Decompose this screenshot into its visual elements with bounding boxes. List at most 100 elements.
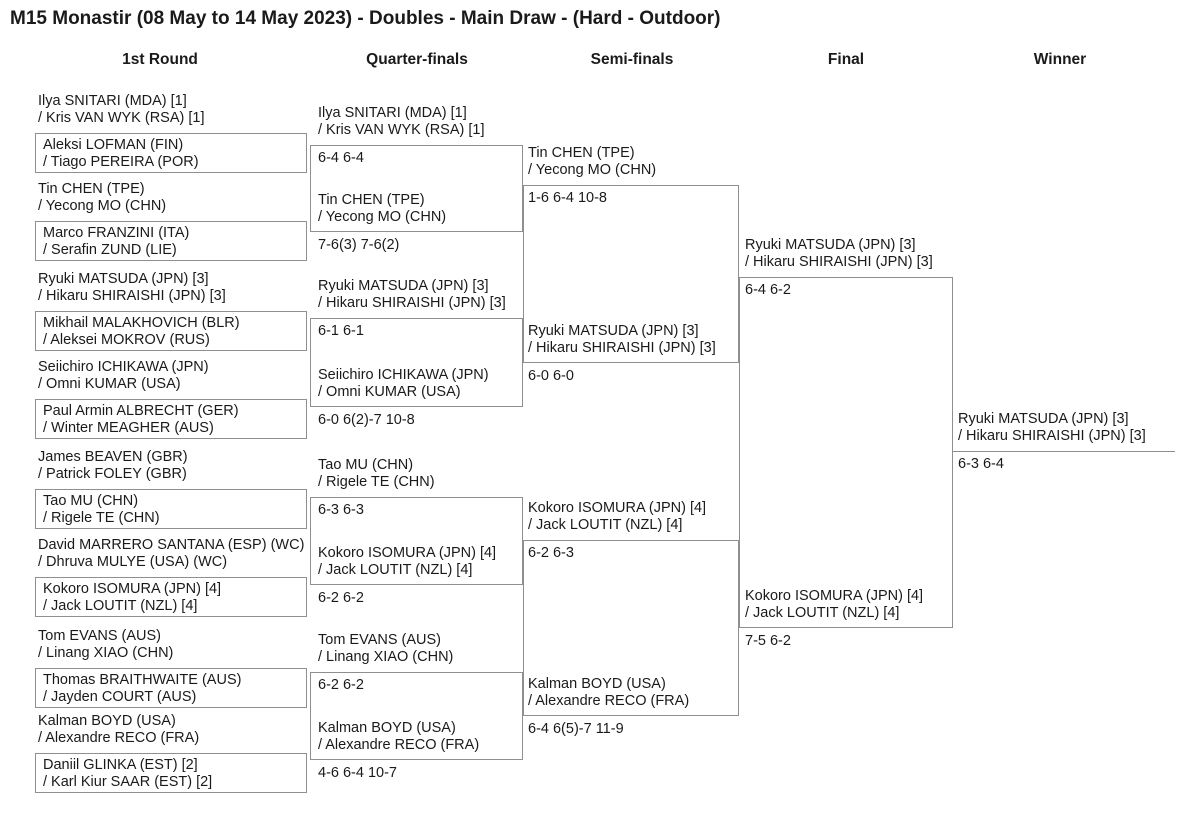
sf-slot-0-name-line2: / Yecong MO (CHN) — [528, 162, 657, 178]
column-header-final: Final — [827, 51, 865, 68]
sf-slot-0-name-line1: Tin CHEN (TPE) — [528, 145, 635, 161]
r1-team-4-line2: / Hikaru SHIRAISHI (JPN) [3] — [38, 288, 226, 304]
final-slot-0-score: 6-4 6-2 — [745, 282, 791, 298]
qf-slot-4-score: 6-3 6-3 — [318, 502, 364, 518]
final-slot-0-name-line1: Ryuki MATSUDA (JPN) [3] — [745, 237, 916, 253]
r1-team-11-line2: / Jack LOUTIT (NZL) [4] — [43, 598, 198, 614]
match-box-r1-2 — [35, 311, 307, 351]
match-box-qf-3 — [310, 672, 523, 760]
match-box-r1-6 — [35, 668, 307, 708]
qf-slot-2-score: 6-1 6-1 — [318, 323, 364, 339]
qf-slot-0-name-line2: / Kris VAN WYK (RSA) [1] — [318, 122, 485, 138]
match-box-sf-1 — [523, 540, 739, 716]
column-header-quarter-finals: Quarter-finals — [366, 51, 468, 68]
r1-team-14-line1: Kalman BOYD (USA) — [38, 713, 176, 729]
sf-slot-2-name-line2: / Jack LOUTIT (NZL) [4] — [528, 517, 683, 533]
r1-team-0-line2: / Kris VAN WYK (RSA) [1] — [38, 110, 205, 126]
final-slot-0-name-line2: / Hikaru SHIRAISHI (JPN) [3] — [745, 254, 933, 270]
r1-team-10-line2: / Dhruva MULYE (USA) (WC) — [38, 554, 228, 570]
r1-team-5-line2: / Aleksei MOKROV (RUS) — [43, 332, 210, 348]
r1-team-8-line2: / Patrick FOLEY (GBR) — [38, 466, 187, 482]
match-box-r1-1 — [35, 221, 307, 261]
match-box-r1-3 — [35, 399, 307, 439]
r1-team-6-line1: Seiichiro ICHIKAWA (JPN) — [38, 359, 209, 375]
qf-slot-7-name-line1: Kalman BOYD (USA) — [318, 720, 456, 736]
final-slot-1-score: 7-5 6-2 — [745, 633, 791, 649]
draw-title: M15 Monastir (08 May to 14 May 2023) - D… — [10, 8, 721, 29]
qf-slot-3-score: 6-0 6(2)-7 10-8 — [318, 412, 415, 428]
final-slot-1-name-line1: Kokoro ISOMURA (JPN) [4] — [745, 588, 924, 604]
match-box-qf-1 — [310, 318, 523, 407]
r1-team-3-line2: / Serafin ZUND (LIE) — [43, 242, 177, 258]
r1-team-11-line1: Kokoro ISOMURA (JPN) [4] — [43, 581, 222, 597]
qf-slot-3-name-line2: / Omni KUMAR (USA) — [318, 384, 461, 400]
qf-slot-1-name-line1: Tin CHEN (TPE) — [318, 192, 425, 208]
column-header-semi-finals: Semi-finals — [590, 51, 674, 68]
qf-slot-1-name-line2: / Yecong MO (CHN) — [318, 209, 447, 225]
sf-slot-3-name-line2: / Alexandre RECO (FRA) — [528, 693, 690, 709]
qf-slot-5-name-line2: / Jack LOUTIT (NZL) [4] — [318, 562, 473, 578]
r1-team-3-line1: Marco FRANZINI (ITA) — [43, 225, 190, 241]
r1-team-2-line2: / Yecong MO (CHN) — [38, 198, 167, 214]
qf-slot-2-name-line1: Ryuki MATSUDA (JPN) [3] — [318, 278, 489, 294]
qf-slot-4-name-line1: Tao MU (CHN) — [318, 457, 414, 473]
sf-slot-1-score: 6-0 6-0 — [528, 368, 574, 384]
winner-name-line1: Ryuki MATSUDA (JPN) [3] — [958, 411, 1129, 427]
qf-slot-7-name-line2: / Alexandre RECO (FRA) — [318, 737, 480, 753]
r1-team-6-line2: / Omni KUMAR (USA) — [38, 376, 181, 392]
winner-score: 6-3 6-4 — [958, 456, 1004, 472]
match-box-final-0 — [739, 277, 953, 628]
r1-team-1-line1: Aleksi LOFMAN (FIN) — [43, 137, 184, 153]
r1-team-12-line2: / Linang XIAO (CHN) — [38, 645, 174, 661]
qf-slot-3-name-line1: Seiichiro ICHIKAWA (JPN) — [318, 367, 489, 383]
winner-name-line2: / Hikaru SHIRAISHI (JPN) [3] — [958, 428, 1146, 444]
r1-team-14-line2: / Alexandre RECO (FRA) — [38, 730, 200, 746]
qf-slot-4-name-line2: / Rigele TE (CHN) — [318, 474, 435, 490]
qf-slot-5-score: 6-2 6-2 — [318, 590, 364, 606]
r1-team-12-line1: Tom EVANS (AUS) — [38, 628, 162, 644]
sf-slot-3-score: 6-4 6(5)-7 11-9 — [528, 721, 624, 737]
qf-slot-6-name-line2: / Linang XIAO (CHN) — [318, 649, 454, 665]
qf-slot-7-score: 4-6 6-4 10-7 — [318, 765, 397, 781]
qf-slot-2-name-line2: / Hikaru SHIRAISHI (JPN) [3] — [318, 295, 506, 311]
match-box-r1-4 — [35, 489, 307, 529]
match-box-r1-7 — [35, 753, 307, 793]
r1-team-13-line1: Thomas BRAITHWAITE (AUS) — [43, 672, 242, 688]
qf-slot-6-score: 6-2 6-2 — [318, 677, 364, 693]
sf-slot-2-score: 6-2 6-3 — [528, 545, 574, 561]
r1-team-9-line2: / Rigele TE (CHN) — [43, 510, 160, 526]
r1-team-4-line1: Ryuki MATSUDA (JPN) [3] — [38, 271, 209, 287]
final-slot-1-name-line2: / Jack LOUTIT (NZL) [4] — [745, 605, 900, 621]
winner-underline — [953, 451, 1175, 452]
sf-slot-1-name-line2: / Hikaru SHIRAISHI (JPN) [3] — [528, 340, 716, 356]
r1-team-1-line2: / Tiago PEREIRA (POR) — [43, 154, 199, 170]
r1-team-0-line1: Ilya SNITARI (MDA) [1] — [38, 93, 187, 109]
match-box-r1-0 — [35, 133, 307, 173]
column-header-1st-round: 1st Round — [122, 51, 198, 68]
qf-slot-0-name-line1: Ilya SNITARI (MDA) [1] — [318, 105, 467, 121]
column-header-winner: Winner — [1033, 51, 1087, 68]
match-box-sf-0 — [523, 185, 739, 363]
match-box-qf-0 — [310, 145, 523, 232]
qf-slot-5-name-line1: Kokoro ISOMURA (JPN) [4] — [318, 545, 497, 561]
r1-team-15-line1: Daniil GLINKA (EST) [2] — [43, 757, 198, 773]
sf-slot-3-name-line1: Kalman BOYD (USA) — [528, 676, 666, 692]
qf-slot-0-score: 6-4 6-4 — [318, 150, 364, 166]
qf-slot-6-name-line1: Tom EVANS (AUS) — [318, 632, 442, 648]
match-box-qf-2 — [310, 497, 523, 585]
r1-team-5-line1: Mikhail MALAKHOVICH (BLR) — [43, 315, 240, 331]
qf-slot-1-score: 7-6(3) 7-6(2) — [318, 237, 400, 253]
r1-team-7-line2: / Winter MEAGHER (AUS) — [43, 420, 214, 436]
r1-team-7-line1: Paul Armin ALBRECHT (GER) — [43, 403, 239, 419]
match-box-r1-5 — [35, 577, 307, 617]
sf-slot-1-name-line1: Ryuki MATSUDA (JPN) [3] — [528, 323, 699, 339]
sf-slot-2-name-line1: Kokoro ISOMURA (JPN) [4] — [528, 500, 707, 516]
r1-team-8-line1: James BEAVEN (GBR) — [38, 449, 188, 465]
r1-team-10-line1: David MARRERO SANTANA (ESP) (WC) — [38, 537, 305, 553]
r1-team-13-line2: / Jayden COURT (AUS) — [43, 689, 197, 705]
r1-team-9-line1: Tao MU (CHN) — [43, 493, 139, 509]
sf-slot-0-score: 1-6 6-4 10-8 — [528, 190, 607, 206]
r1-team-2-line1: Tin CHEN (TPE) — [38, 181, 145, 197]
r1-team-15-line2: / Karl Kiur SAAR (EST) [2] — [43, 774, 213, 790]
